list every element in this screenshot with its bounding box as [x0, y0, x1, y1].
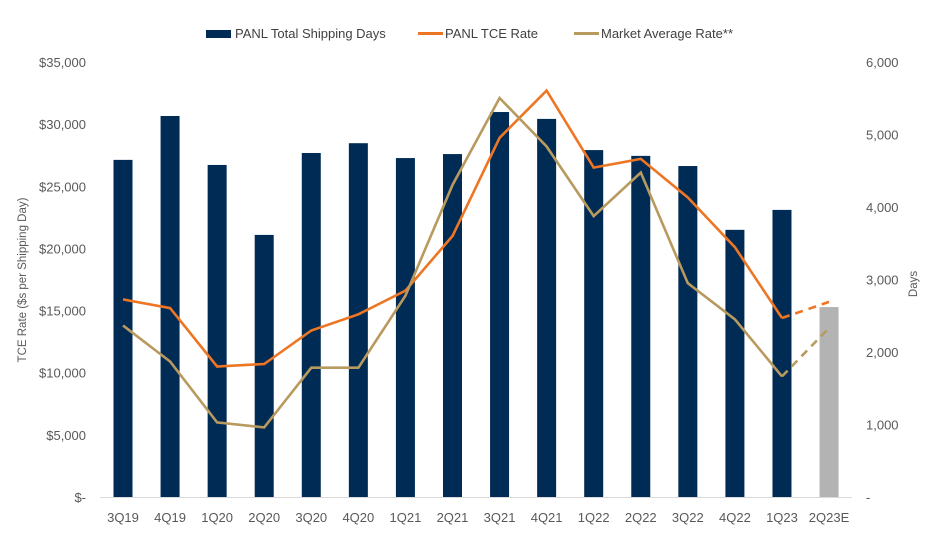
x-tick-label-2Q22: 2Q22	[625, 510, 657, 525]
x-tick-label-4Q19: 4Q19	[154, 510, 186, 525]
legend-label-tce-rate: PANL TCE Rate	[445, 26, 538, 41]
bar-2Q21	[442, 154, 462, 497]
right-tick-label: 3,000	[866, 273, 899, 288]
x-tick-label-1Q22: 1Q22	[578, 510, 610, 525]
line-market-average	[122, 95, 784, 429]
bar-2Q20	[254, 234, 274, 497]
bar-2Q22	[631, 155, 651, 497]
right-tick-label: 1,000	[866, 418, 899, 433]
x-tick-label-4Q20: 4Q20	[342, 510, 374, 525]
right-tick-label: 5,000	[866, 128, 899, 143]
bar-1Q22	[584, 150, 604, 497]
line-tce-rate	[122, 88, 784, 368]
bar-4Q20	[348, 143, 368, 497]
x-tick-label-2Q20: 2Q20	[248, 510, 280, 525]
bar-2Q23E	[819, 307, 839, 497]
x-axis-ticks: 3Q19 4Q19 1Q20 2Q20 3Q20 4Q20 1Q21 2Q21 3Q21 4Q21…	[107, 510, 850, 525]
bar-1Q20	[207, 164, 227, 497]
left-tick-label: $-	[74, 490, 86, 505]
right-axis-ticks: - 1,000 2,000 3,000 4,000 5,000 6,000	[866, 55, 899, 505]
bar-3Q20	[301, 152, 321, 498]
bar-4Q22	[725, 229, 745, 497]
left-tick-label: $15,000	[39, 304, 86, 319]
bar-3Q19	[113, 159, 133, 497]
x-tick-label-4Q22: 4Q22	[719, 510, 751, 525]
bar-4Q19	[160, 116, 180, 497]
legend-item-tce-rate: PANL TCE Rate	[418, 26, 538, 41]
legend-swatch-market-average	[574, 32, 599, 35]
left-axis-title: TCE Rate ($s per Shipping Day)	[17, 197, 29, 362]
x-tick-label-3Q19: 3Q19	[107, 510, 139, 525]
x-tick-label-2Q21: 2Q21	[437, 510, 469, 525]
x-tick-label-3Q20: 3Q20	[295, 510, 327, 525]
legend-label-market-average: Market Average Rate**	[601, 26, 733, 41]
legend-swatch-shipping-days	[206, 29, 231, 38]
bar-4Q21	[537, 118, 557, 497]
left-tick-label: $30,000	[39, 117, 86, 132]
left-axis-ticks: $- $5,000 $10,000 $15,000 $20,000 $25,000 $30,…	[39, 55, 86, 505]
legend: PANL Total Shipping Days PANL TCE Rate M…	[0, 26, 940, 46]
x-tick-label-1Q21: 1Q21	[390, 510, 422, 525]
bar-1Q21	[395, 158, 415, 497]
legend-item-shipping-days: PANL Total Shipping Days	[206, 26, 386, 41]
bar-3Q21	[490, 112, 510, 498]
legend-swatch-tce-rate	[418, 32, 443, 35]
left-tick-label: $25,000	[39, 179, 86, 194]
left-tick-label: $35,000	[39, 55, 86, 70]
x-tick-label-1Q20: 1Q20	[201, 510, 233, 525]
bar-1Q23	[772, 209, 792, 497]
right-axis-title: Days	[908, 271, 920, 297]
left-tick-label: $20,000	[39, 241, 86, 256]
lines-layer	[122, 88, 830, 429]
x-tick-label-4Q21: 4Q21	[531, 510, 563, 525]
x-tick-label-3Q22: 3Q22	[672, 510, 704, 525]
right-tick-label: 2,000	[866, 345, 899, 360]
right-tick-label: 6,000	[866, 55, 899, 70]
right-tick-label: -	[866, 490, 870, 505]
legend-item-market-average: Market Average Rate**	[574, 26, 733, 41]
x-tick-label-2Q23E: 2Q23E	[809, 510, 850, 525]
x-tick-label-3Q21: 3Q21	[484, 510, 516, 525]
legend-label-shipping-days: PANL Total Shipping Days	[235, 26, 386, 41]
x-tick-label-1Q23: 1Q23	[766, 510, 798, 525]
bar-3Q22	[678, 166, 698, 497]
line-market-average-estimate	[781, 327, 830, 378]
right-tick-label: 4,000	[866, 200, 899, 215]
bars-layer	[113, 112, 839, 498]
left-tick-label: $5,000	[46, 428, 86, 443]
left-tick-label: $10,000	[39, 366, 86, 381]
